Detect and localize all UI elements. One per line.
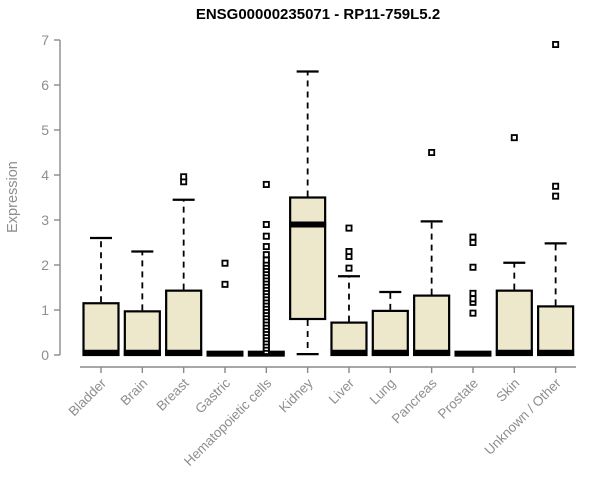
outlier-liver — [345, 224, 353, 232]
box-liver — [330, 321, 368, 357]
median-liver — [330, 349, 368, 356]
y-tick-label-7: 7 — [41, 32, 49, 48]
median-gastric — [206, 350, 244, 357]
outlier-hematopoietic-cells — [262, 180, 270, 188]
outlier-unknown-other — [552, 41, 560, 49]
outlier-unknown-other — [552, 192, 560, 200]
outlier-gastric — [221, 280, 229, 288]
outlier-gastric — [221, 259, 229, 267]
y-tick-label-6: 6 — [41, 77, 49, 93]
outlier-liver — [345, 264, 353, 272]
y-tick-label-0: 0 — [41, 347, 49, 363]
box-bladder — [82, 302, 120, 357]
outlier-hematopoietic-cells — [262, 232, 270, 240]
outlier-prostate — [469, 263, 477, 271]
box-lung — [371, 309, 409, 357]
box-unknown-other — [537, 305, 575, 357]
y-tick-label-3: 3 — [41, 212, 49, 228]
x-tick-label-unknown-other: Unknown / Other — [482, 375, 565, 458]
x-tick-label-prostate: Prostate — [435, 376, 481, 422]
median-kidney — [289, 221, 327, 228]
box-skin — [495, 289, 533, 357]
outlier-breast — [180, 173, 188, 181]
outlier-prostate — [469, 238, 477, 246]
y-tick-label-5: 5 — [41, 122, 49, 138]
outlier-hematopoietic-cells — [262, 251, 270, 259]
median-pancreas — [413, 349, 451, 356]
median-bladder — [82, 349, 120, 356]
y-axis-title: Expression — [5, 161, 21, 233]
outlier-hematopoietic-cells — [262, 220, 270, 228]
outlier-prostate — [469, 289, 477, 297]
y-tick-label-1: 1 — [41, 302, 49, 318]
y-tick-label-2: 2 — [41, 257, 49, 273]
outlier-skin — [510, 134, 518, 142]
median-lung — [371, 349, 409, 356]
x-tick-label-liver: Liver — [326, 375, 358, 407]
outlier-liver — [345, 247, 353, 255]
box-kidney — [289, 196, 327, 321]
outlier-prostate — [469, 295, 477, 303]
x-tick-label-breast: Breast — [154, 375, 192, 413]
x-tick-label-lung: Lung — [367, 376, 399, 408]
outlier-unknown-other — [552, 182, 560, 190]
x-tick-label-kidney: Kidney — [276, 375, 316, 415]
chart-title: ENSG00000235071 - RP11-759L5.2 — [196, 6, 440, 23]
box-brain — [123, 310, 161, 357]
x-tick-label-skin: Skin — [493, 376, 522, 405]
median-skin — [495, 349, 533, 356]
box-breast — [165, 289, 203, 357]
median-unknown-other — [537, 349, 575, 356]
x-tick-label-bladder: Bladder — [66, 375, 110, 419]
outlier-prostate — [469, 309, 477, 317]
outlier-prostate — [469, 233, 477, 241]
box-pancreas — [413, 294, 451, 357]
outlier-hematopoietic-cells — [262, 256, 270, 264]
x-tick-label-gastric: Gastric — [192, 375, 233, 416]
median-prostate — [454, 350, 492, 357]
outlier-pancreas — [428, 148, 436, 156]
median-breast — [165, 349, 203, 356]
median-brain — [123, 349, 161, 356]
x-tick-label-pancreas: Pancreas — [389, 375, 440, 426]
outlier-hematopoietic-cells — [262, 243, 270, 251]
x-tick-label-brain: Brain — [118, 376, 151, 409]
y-tick-label-4: 4 — [41, 167, 49, 183]
